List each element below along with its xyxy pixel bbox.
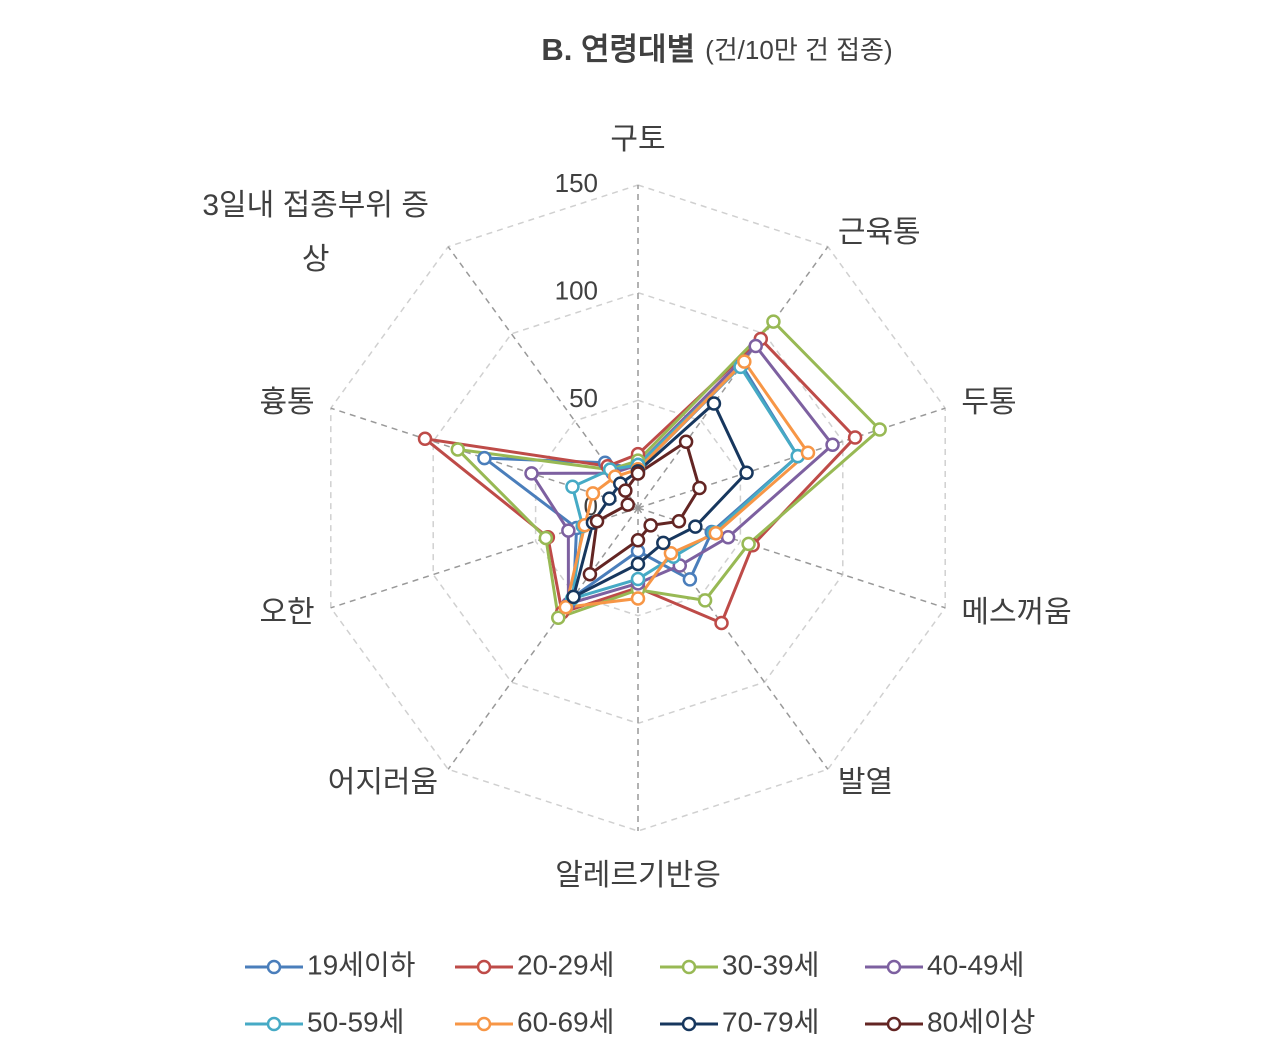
data-point	[585, 486, 601, 501]
legend-marker	[266, 959, 282, 975]
data-point	[800, 445, 816, 461]
axis-line	[330, 507, 639, 609]
data-point	[630, 466, 646, 481]
axis-label: 근육통	[837, 215, 921, 249]
legend-label: 80세이상	[927, 1006, 1035, 1037]
legend-label: 20-29세	[517, 949, 614, 980]
axis-line	[447, 246, 639, 509]
data-point	[678, 434, 694, 450]
legend-marker	[886, 1016, 902, 1032]
axis-label: 알레르기반응	[555, 859, 721, 892]
data-point	[741, 536, 756, 552]
axis-line	[637, 507, 946, 609]
data-point	[714, 615, 729, 631]
series-line	[563, 359, 810, 610]
data-point	[671, 514, 687, 529]
data-point	[766, 314, 781, 329]
r-tick-label: 150	[555, 168, 598, 198]
data-point	[706, 396, 722, 411]
r-tick-label: 100	[555, 276, 598, 306]
data-point	[643, 518, 658, 533]
axis-label: 3일내 접종부위 증상	[202, 188, 429, 276]
axis-label: 구토	[610, 123, 666, 156]
axis-line	[447, 507, 639, 770]
data-point	[566, 589, 581, 605]
data-point	[825, 437, 840, 453]
axis-line	[637, 507, 829, 770]
data-point	[682, 572, 698, 587]
data-point	[565, 479, 580, 494]
data-point	[551, 610, 566, 626]
data-point	[524, 466, 539, 481]
data-point	[708, 526, 724, 541]
axis-label: 메스꺼움	[961, 596, 1072, 630]
data-point	[450, 442, 466, 457]
data-point	[477, 450, 492, 466]
data-point	[417, 431, 433, 447]
legend-label: 50-59세	[307, 1006, 404, 1037]
legend-marker	[266, 1016, 282, 1032]
data-point	[739, 465, 754, 480]
data-point	[748, 338, 763, 354]
data-point	[618, 483, 633, 498]
grid-ring	[330, 184, 946, 832]
r-tick-label: 50	[569, 383, 598, 413]
data-point	[558, 600, 574, 615]
chart-title-group: B. 연령대별 (건/10만 건 접종)	[541, 32, 892, 67]
data-point	[720, 530, 736, 545]
axis-label: 흉통	[259, 385, 315, 419]
data-point	[688, 519, 703, 534]
data-point	[663, 546, 679, 561]
axis-label: 오한	[259, 596, 315, 630]
legend-label: 70-79세	[722, 1006, 819, 1037]
data-point	[737, 354, 752, 369]
legend-marker	[476, 959, 492, 975]
legend-label: 40-49세	[927, 949, 1024, 980]
data-point	[630, 556, 646, 572]
axis-label: 어지러움	[327, 766, 439, 800]
data-point	[656, 535, 671, 551]
legend-marker	[681, 1016, 697, 1032]
axis-label: 발열	[837, 766, 894, 800]
legend-marker	[681, 959, 697, 975]
chart-title: B. 연령대별	[541, 32, 695, 67]
axis-line	[637, 407, 946, 509]
data-point	[697, 593, 713, 608]
data-point	[582, 566, 598, 582]
axis-line	[330, 407, 639, 509]
legend-label: 19세이하	[307, 949, 415, 980]
data-point	[692, 480, 707, 496]
legend-label: 30-39세	[722, 949, 819, 980]
data-point	[847, 430, 863, 445]
data-point	[630, 533, 646, 548]
data-point	[630, 591, 646, 606]
axis-label: 두통	[961, 385, 1017, 419]
data-point	[620, 497, 636, 512]
chart-subtitle: (건/10만 건 접종)	[705, 35, 893, 65]
legend-label: 60-69세	[517, 1006, 614, 1037]
legend-marker	[886, 959, 902, 975]
axis-line	[637, 246, 829, 509]
data-point	[872, 422, 887, 437]
data-point	[602, 491, 617, 506]
legend-marker	[476, 1016, 492, 1032]
data-point	[630, 571, 646, 587]
grid-ring	[432, 291, 844, 725]
data-point	[589, 514, 605, 529]
data-point	[538, 530, 554, 546]
data-point	[561, 523, 576, 538]
